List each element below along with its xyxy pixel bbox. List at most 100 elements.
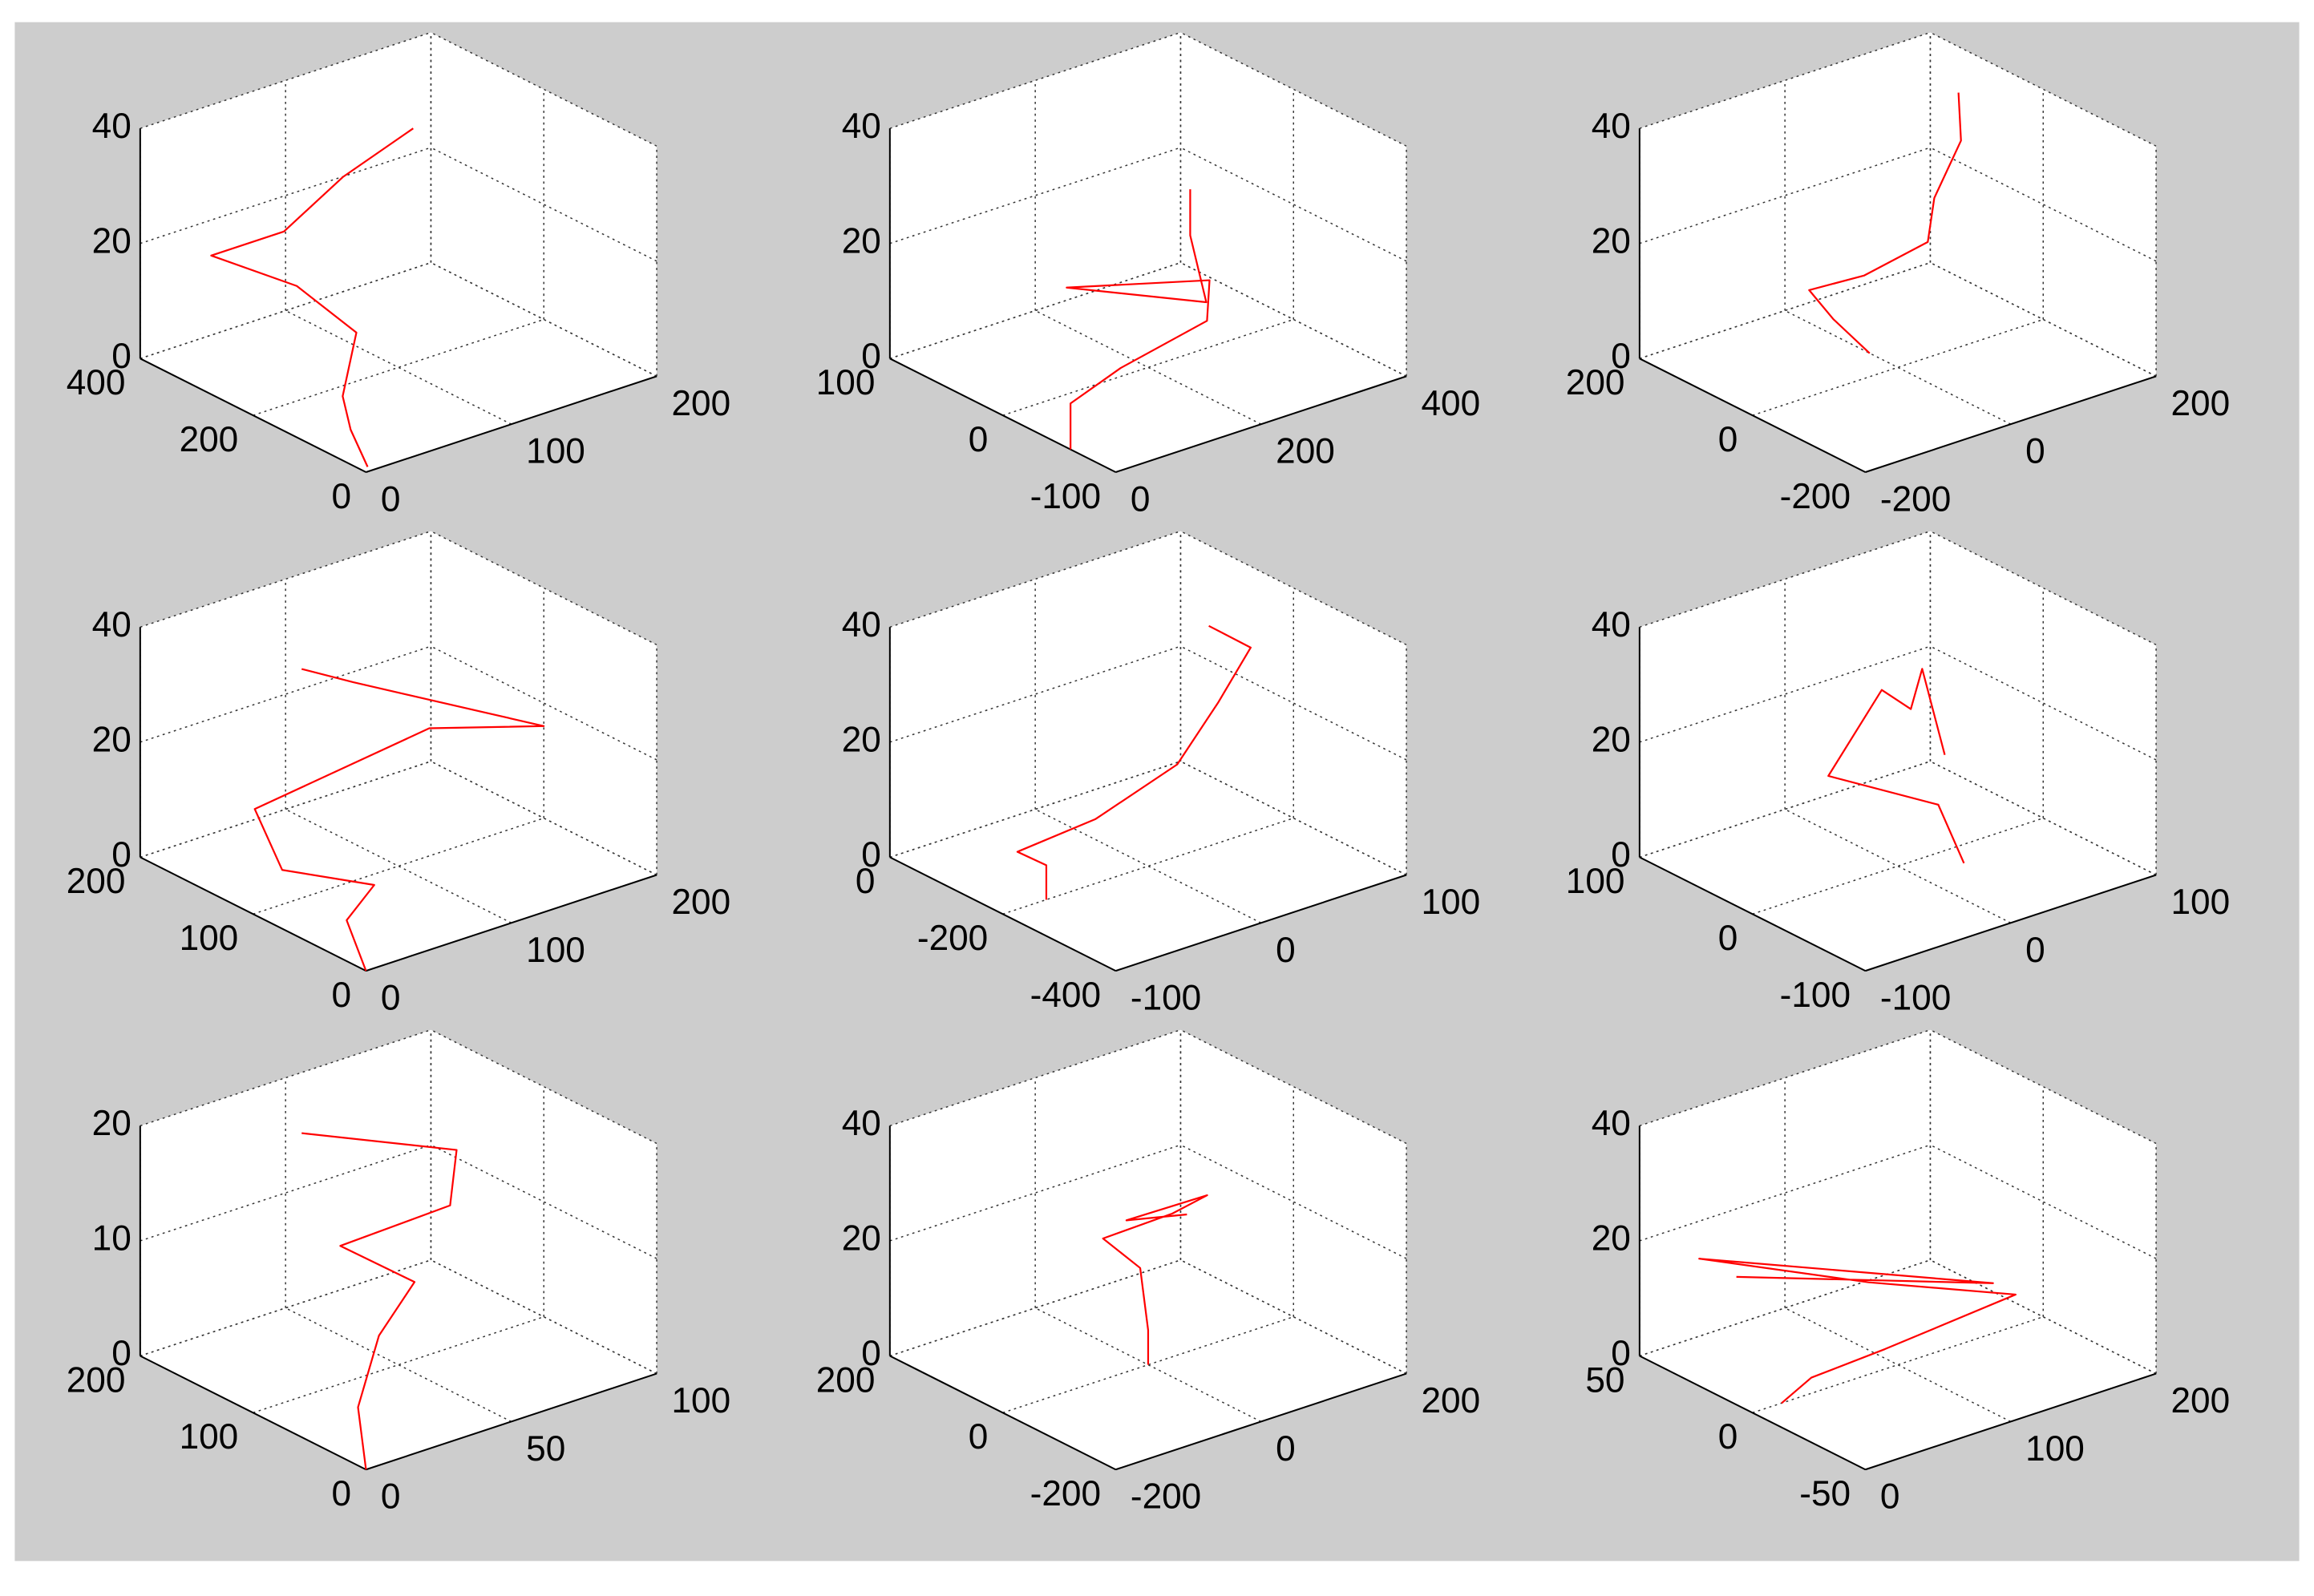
grid-line [140, 1029, 431, 1127]
axes-background [140, 1029, 657, 1470]
grid-line [1784, 1307, 2012, 1423]
grid-line [1180, 147, 1407, 262]
grid-line [431, 761, 657, 876]
grid-line [1180, 530, 1407, 646]
axes-background [140, 531, 657, 972]
grid-line [431, 1029, 657, 1145]
x-tick-label: 100 [526, 432, 585, 471]
y-tick-label: 100 [180, 1417, 239, 1457]
grid-line [1034, 808, 1262, 923]
x-tick-label: 0 [381, 979, 401, 1018]
y-tick-label: -100 [1780, 976, 1851, 1015]
y-axis [140, 856, 366, 972]
grid-line [140, 31, 431, 129]
grid-line [889, 530, 1181, 628]
z-tick-label: 0 [111, 835, 131, 875]
grid-line [1639, 1144, 1931, 1242]
trajectory [210, 127, 414, 467]
grid-line [1180, 31, 1407, 147]
x-axis [1115, 375, 1407, 473]
grid-line [889, 645, 1181, 743]
z-tick-label: 40 [1592, 1104, 1631, 1143]
y-tick-label: 100 [816, 363, 876, 402]
x-axis [1865, 1372, 2157, 1471]
y-tick-label: -100 [1030, 477, 1101, 516]
x-tick-label: 200 [2170, 1381, 2230, 1420]
y-axis [889, 856, 1116, 972]
y-tick-label: 200 [1566, 363, 1625, 402]
y-tick-label: 0 [331, 477, 351, 516]
z-tick-label: 20 [1592, 1219, 1631, 1259]
grid-line [1930, 1029, 2157, 1145]
trajectory [1827, 668, 1965, 864]
grid-line [889, 31, 1181, 129]
grid-line [1639, 645, 1931, 743]
grid-line [1180, 1259, 1407, 1375]
z-tick-label: 40 [92, 605, 131, 644]
y-axis [140, 1355, 366, 1471]
y-tick-label: 200 [180, 420, 239, 459]
y-tick-label: 400 [67, 363, 126, 402]
y-tick-label: 0 [1718, 1417, 1738, 1457]
grid-line [140, 147, 431, 244]
grid-line [889, 147, 1181, 244]
x-tick-label: 100 [2025, 1429, 2085, 1469]
x-axis [1115, 1372, 1407, 1471]
x-axis [1115, 874, 1407, 972]
z-tick-label: 0 [861, 1334, 881, 1373]
z-tick-label: 0 [1611, 1334, 1631, 1373]
z-tick-label: 20 [842, 721, 881, 760]
grid-line [1639, 1029, 1931, 1127]
grid-line [1034, 1307, 1262, 1423]
grid-line [1930, 761, 2157, 876]
grid-line [285, 309, 512, 425]
y-tick-label: 200 [67, 1360, 126, 1400]
grid-line [1784, 808, 2012, 923]
y-tick-label: 50 [1585, 1360, 1624, 1400]
grid-line [431, 1144, 657, 1259]
x-tick-label: 0 [381, 479, 401, 519]
x-tick-label: 0 [1276, 931, 1296, 970]
grid-line [1639, 261, 1931, 359]
grid-line [1002, 817, 1294, 915]
x-tick-label: 100 [526, 931, 585, 970]
x-tick-label: -100 [1880, 979, 1951, 1018]
grid-line [1930, 530, 2157, 646]
z-tick-label: 40 [842, 605, 881, 644]
y-tick-label: 0 [969, 1417, 989, 1457]
grid-line [140, 645, 431, 743]
grid-line [1784, 309, 2012, 425]
z-tick-label: 40 [1592, 605, 1631, 644]
x-tick-label: 50 [526, 1429, 565, 1469]
grid-line [1930, 261, 2157, 378]
y-axis [140, 358, 366, 473]
x-tick-label: 0 [1880, 1477, 1900, 1517]
grid-line [1002, 318, 1294, 416]
trajectory [1698, 1258, 2017, 1404]
grid-line [253, 318, 544, 416]
x-axis [366, 375, 657, 473]
grid-line [431, 1259, 657, 1375]
x-tick-label: 200 [671, 883, 730, 922]
grid-line [253, 1316, 544, 1414]
y-tick-label: 0 [331, 1474, 351, 1513]
grid-line [1930, 147, 2157, 262]
trajectory [1102, 1194, 1208, 1365]
y-axis [1639, 358, 1866, 473]
grid-line [889, 1029, 1181, 1127]
y-tick-label: 200 [67, 862, 126, 901]
z-tick-label: 20 [92, 1104, 131, 1143]
y-axis [1639, 1355, 1866, 1471]
grid-line [285, 808, 512, 923]
z-tick-label: 20 [842, 221, 881, 261]
y-axis [1639, 856, 1866, 972]
grid-line [1180, 761, 1407, 876]
grid-line [1002, 1316, 1294, 1414]
grid-line [140, 761, 431, 859]
y-tick-label: 0 [1718, 919, 1738, 958]
